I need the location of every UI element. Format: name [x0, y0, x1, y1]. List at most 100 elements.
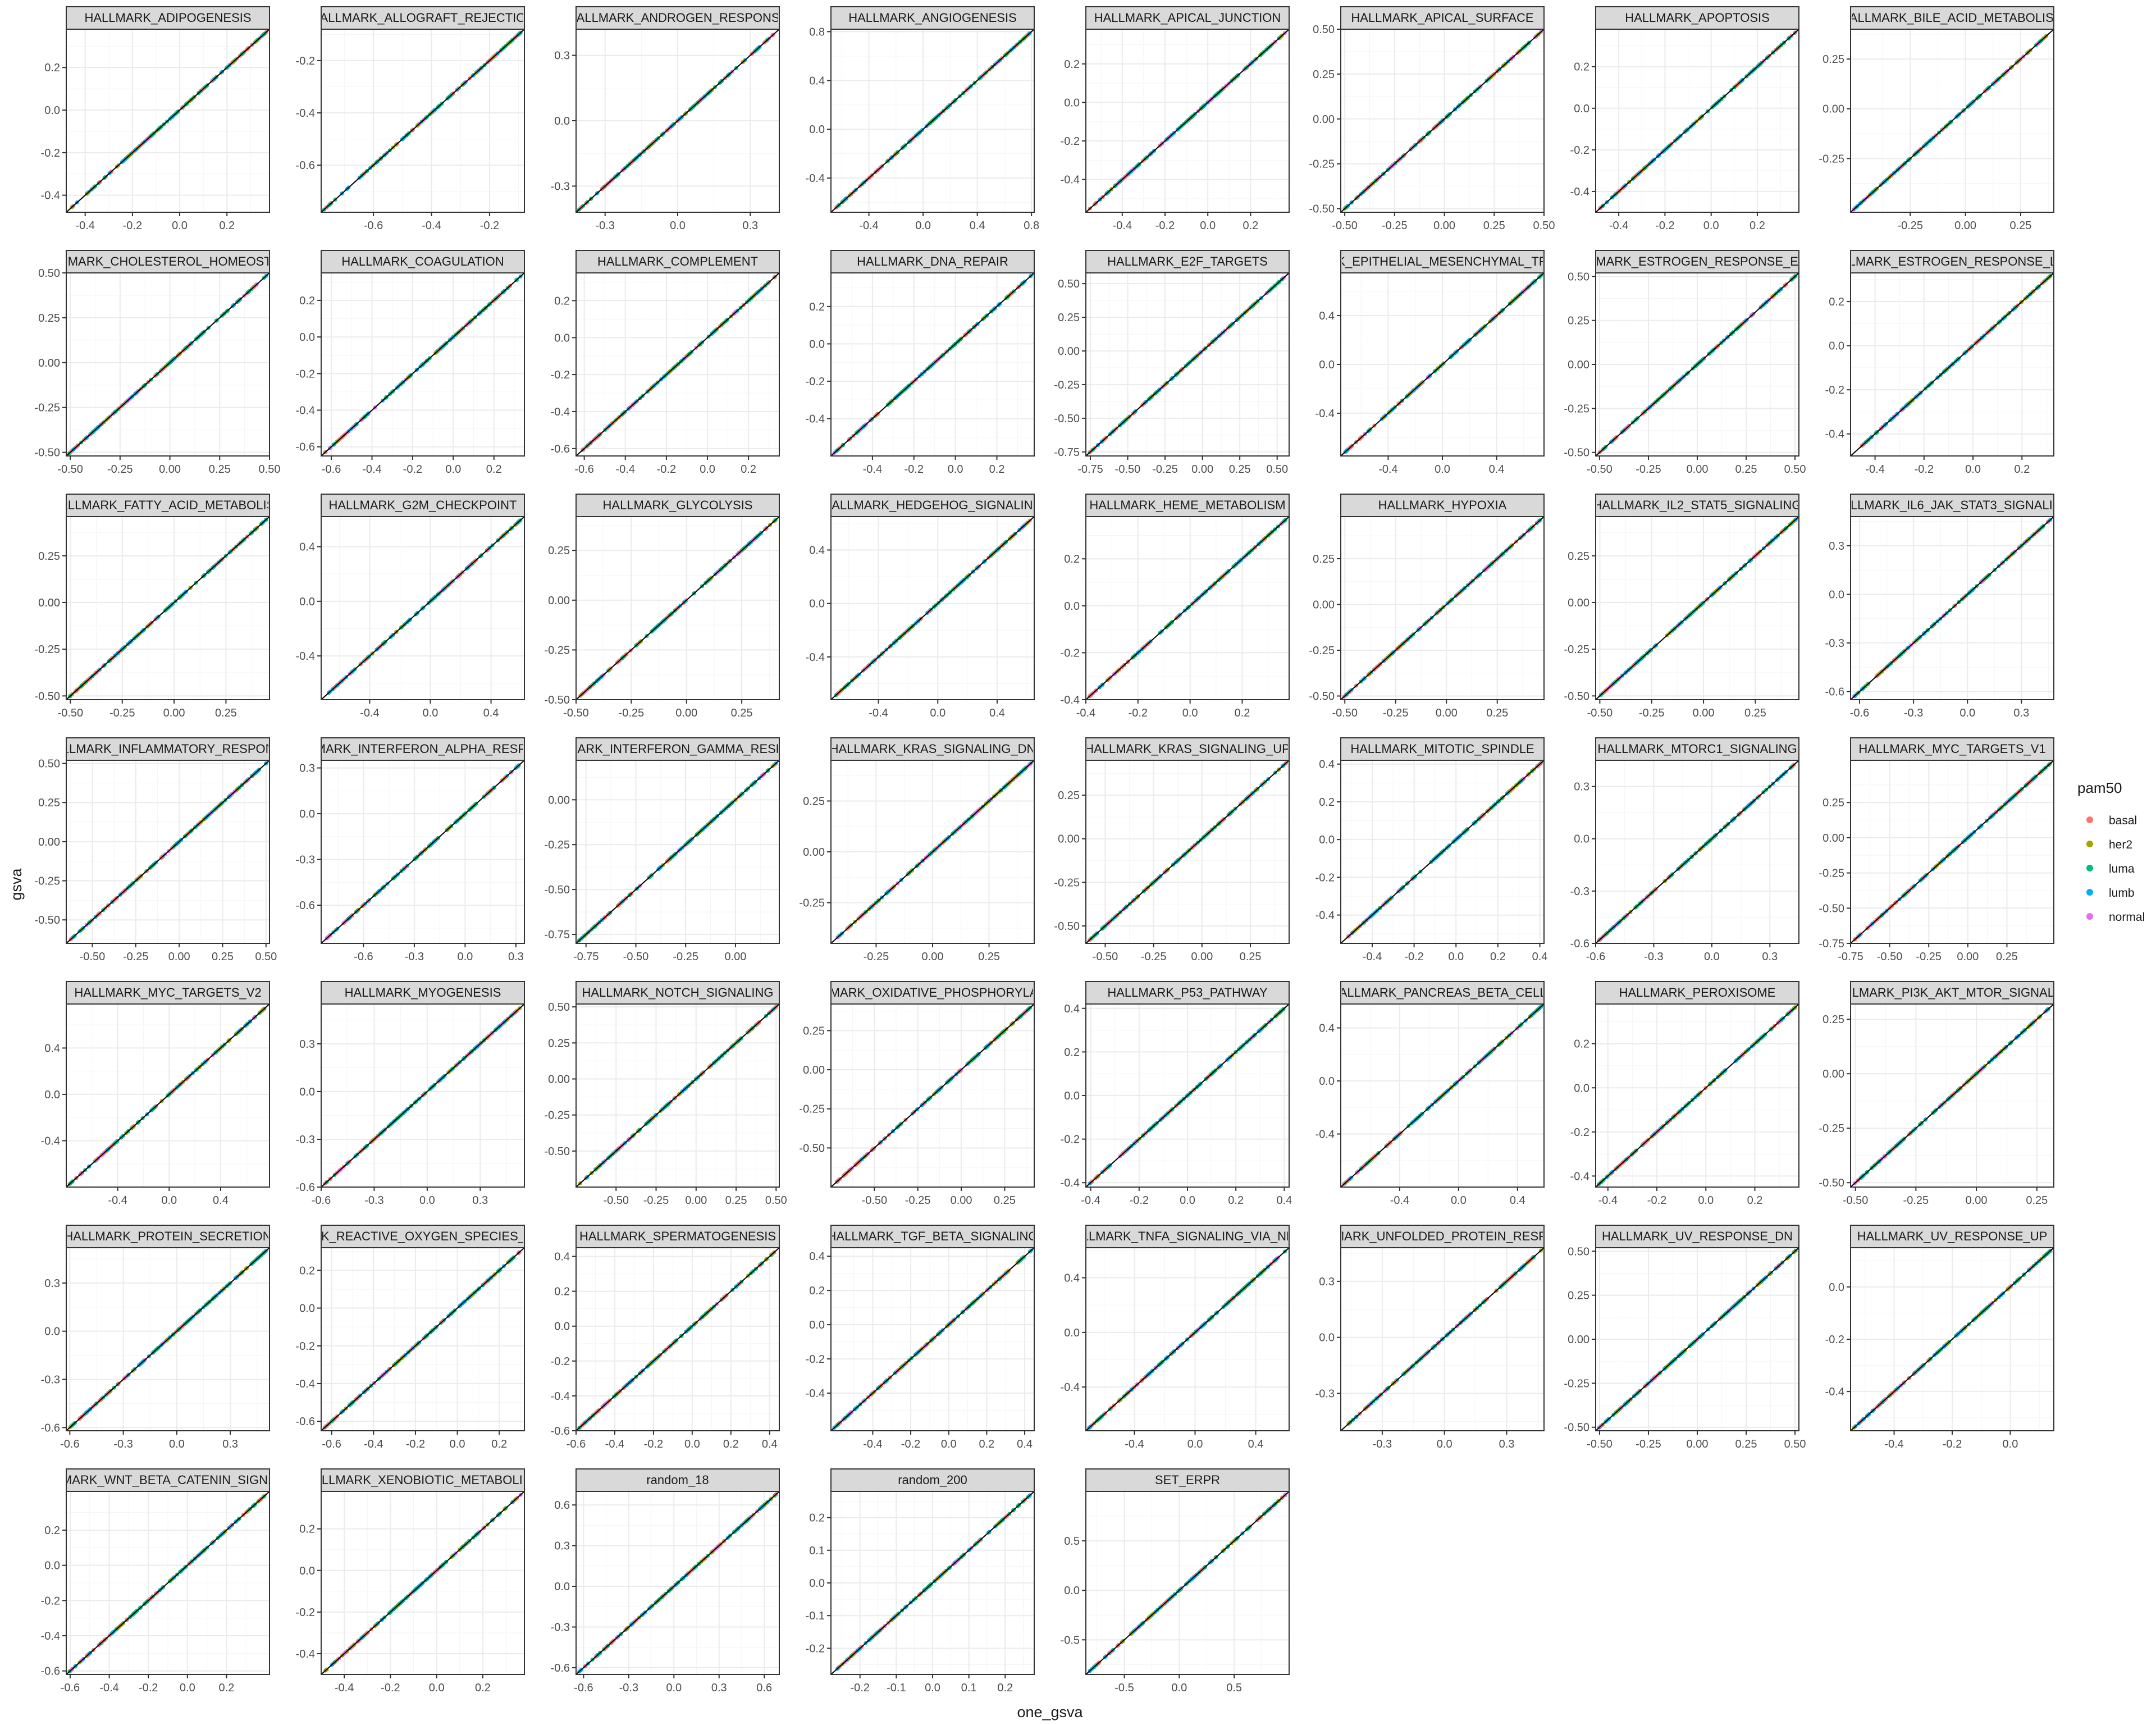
y-tick-label: 0.0	[809, 598, 825, 610]
x-tick-label: 0.50	[255, 951, 277, 963]
y-tick-label: 0.25	[1822, 53, 1844, 66]
facet-strip	[830, 494, 1035, 517]
y-tick-label: -0.4	[1061, 174, 1080, 186]
facet-panel: HALLMARK_ADIPOGENESIS -0.4 -0.4 -0.2 -0.2 0.0…	[41, 6, 270, 232]
y-tick-label: -0.4	[551, 406, 570, 418]
identity-line	[1596, 273, 1799, 456]
facet-title: HALLMARK_BILE_ACID_METABOLISM	[1840, 11, 2064, 25]
facet-title: HALLMARK_GLYCOLYSIS	[603, 498, 753, 512]
x-tick-label: 0.2	[1243, 220, 1259, 232]
y-tick-label: -0.4	[806, 413, 825, 425]
x-tick-label: -0.50	[1332, 220, 1358, 232]
facet-strip	[66, 494, 270, 517]
plot-area	[321, 517, 524, 700]
x-tick-label: 0.3	[508, 951, 524, 963]
y-tick-label: -0.4	[296, 107, 315, 120]
x-tick-label: -0.2	[1155, 220, 1175, 232]
facet-strip	[321, 6, 525, 30]
x-tick-label: 0.25	[1735, 463, 1757, 476]
y-tick-label: -0.50	[34, 914, 60, 927]
x-tick-label: -0.25	[109, 707, 135, 719]
x-tick-label: -0.4	[863, 463, 882, 476]
x-tick-label: -0.4	[1378, 463, 1397, 476]
y-tick-label: 0.2	[1574, 61, 1589, 74]
facet-panel: HALLMARK_IL6_JAK_STAT3_SIGNALING -0.6 -0.6…	[1825, 494, 2054, 719]
x-tick-label: 0.0	[458, 951, 473, 963]
plot-area	[1086, 273, 1289, 456]
facet-strip	[575, 250, 780, 273]
facet-title: HALLMARK_HYPOXIA	[1378, 498, 1507, 512]
y-tick-label: -0.25	[34, 402, 60, 414]
x-tick-label: 0.0	[1182, 707, 1198, 719]
x-tick-label: 0.25	[2010, 220, 2032, 232]
facet-panel: HALLMARK_GLYCOLYSIS -0.50-0.50 -0.25 -0.25 0…	[544, 494, 780, 719]
facet-panel: HALLMARK_INTERFERON_GAMMA_RESPONSE-0.75-…	[544, 737, 780, 963]
plot-area	[321, 29, 524, 212]
y-tick-label: 0.00	[1058, 345, 1080, 358]
x-tick-label: -0.4	[1609, 220, 1628, 232]
y-tick-label: 0.3	[554, 50, 570, 62]
facet-strip	[66, 250, 270, 273]
facet-title: HALLMARK_ESTROGEN_RESPONSE_LATE	[1825, 254, 2080, 268]
x-tick-label: -0.2	[1655, 220, 1674, 232]
x-tick-label: 0.0	[1435, 463, 1450, 476]
x-tick-label: -0.4	[1076, 707, 1095, 719]
facet-panel: HALLMARK_INFLAMMATORY_RESPONSE -0.50 -0.50…	[34, 737, 291, 963]
x-tick-label: -0.6	[574, 463, 593, 476]
y-tick-label: -0.4	[1570, 186, 1589, 198]
y-tick-label: -0.2	[41, 147, 60, 159]
y-tick-label: 0.0	[1319, 359, 1335, 371]
y-tick-label: 0.3	[299, 763, 315, 775]
x-tick-label: 0.00	[163, 707, 185, 719]
x-tick-label: 0.00	[1954, 220, 1976, 232]
facet-panel: HALLMARK_IL2_STAT5_SIGNALING -0.50 -0.50 -0…	[1564, 494, 1799, 719]
y-tick-label: 0.25	[38, 797, 60, 809]
x-tick-label: 0.3	[742, 220, 758, 232]
x-tick-label: -0.3	[595, 220, 614, 232]
facet-title: HALLMARK_INFLAMMATORY_RESPONSE	[45, 742, 291, 756]
y-tick-label: 0.4	[809, 544, 825, 556]
x-tick-label: 0.25	[1744, 707, 1766, 719]
x-tick-label: 0.0	[670, 220, 686, 232]
x-tick-label: -0.2	[480, 220, 499, 232]
y-tick-label: 0.00	[1568, 597, 1589, 609]
y-tick-label: 0.2	[1829, 296, 1844, 308]
facet-strip	[1085, 494, 1290, 517]
x-tick-label: 0.50	[1533, 220, 1555, 232]
facet-strip	[1340, 6, 1545, 30]
y-tick-label: -0.50	[544, 694, 570, 706]
x-tick-label: -0.2	[1129, 707, 1148, 719]
x-tick-label: 0.25	[1483, 220, 1505, 232]
x-tick-label: -0.25	[107, 463, 133, 476]
x-tick-label: -0.3	[1904, 707, 1923, 719]
x-tick-label: 0.4	[970, 220, 985, 232]
y-tick-label: 0.50	[1313, 24, 1335, 36]
x-tick-label: -0.4	[869, 707, 888, 719]
x-tick-label: -0.50	[563, 707, 589, 719]
facet-panel: HALLMARK_DNA_REPAIR -0.4 -0.4 -0.2 -0.2 0.0 0.…	[806, 250, 1035, 476]
plot-area	[576, 517, 779, 700]
y-tick-label: 0.3	[1829, 540, 1844, 553]
y-tick-label: 0.00	[38, 357, 60, 369]
y-tick-label: 0.25	[1313, 553, 1335, 565]
x-tick-label: -0.25	[123, 951, 149, 963]
x-tick-label: 0.00	[168, 951, 190, 963]
identity-line	[1596, 29, 1799, 212]
facet-panel: HALLMARK_APICAL_SURFACE -0.50 -0.50 -0.25 -0…	[1309, 6, 1555, 232]
y-tick-label: -0.25	[1564, 644, 1589, 656]
x-tick-label: -0.2	[123, 220, 142, 232]
x-tick-label: -0.4	[362, 463, 381, 476]
plot-area	[66, 517, 270, 700]
y-tick-label: 0.4	[299, 541, 315, 554]
y-tick-label: -0.3	[1825, 637, 1844, 650]
facet-title: HALLMARK_APICAL_SURFACE	[1351, 11, 1533, 25]
identity-line	[66, 517, 270, 700]
facet-panel: HALLMARK_FATTY_ACID_METABOLISM -0.50 -0.50…	[34, 494, 270, 719]
facet-panel: HALLMARK_G2M_CHECKPOINT -0.4 -0.4 0.0 0.0 0.4…	[296, 494, 525, 719]
facet-panel: HALLMARK_ALLOGRAFT_REJECTION -0.6 -0.6 -0.4…	[296, 6, 525, 232]
y-tick-label: 0.0	[1829, 340, 1844, 353]
plot-area	[576, 273, 779, 456]
identity-line	[66, 29, 270, 212]
x-tick-label: 0.2	[2014, 463, 2030, 476]
